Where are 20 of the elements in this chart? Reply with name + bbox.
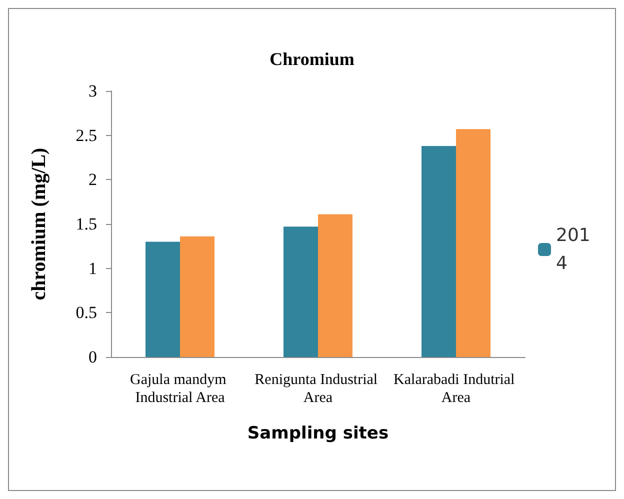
bar — [318, 214, 352, 357]
y-tick-label: 1.5 — [76, 214, 97, 234]
y-tick-label: 0.5 — [76, 303, 97, 322]
x-tick-label: Renigunta Industrial Area — [254, 372, 382, 406]
y-tick-label: 2.5 — [76, 126, 97, 145]
y-tick-label: 1 — [88, 258, 97, 278]
y-tick-label: 0 — [88, 348, 97, 366]
y-axis-title: chromium (mg/L) — [28, 148, 50, 300]
x-axis-title: Sampling sites — [247, 424, 389, 444]
y-tick-label: 3 — [88, 82, 97, 100]
legend-label: 2014 — [556, 225, 590, 274]
bar — [146, 242, 180, 357]
chart-title: Chromium — [270, 49, 354, 69]
x-tick-label: Gajula mandym Industrial Area — [130, 372, 230, 406]
y-tick-label: 2 — [88, 170, 97, 190]
bar — [422, 146, 456, 357]
bar — [180, 236, 214, 357]
x-tick-label: Kalarabadi Indutrial Area — [394, 372, 518, 406]
bar — [284, 226, 318, 357]
bar — [456, 129, 490, 357]
